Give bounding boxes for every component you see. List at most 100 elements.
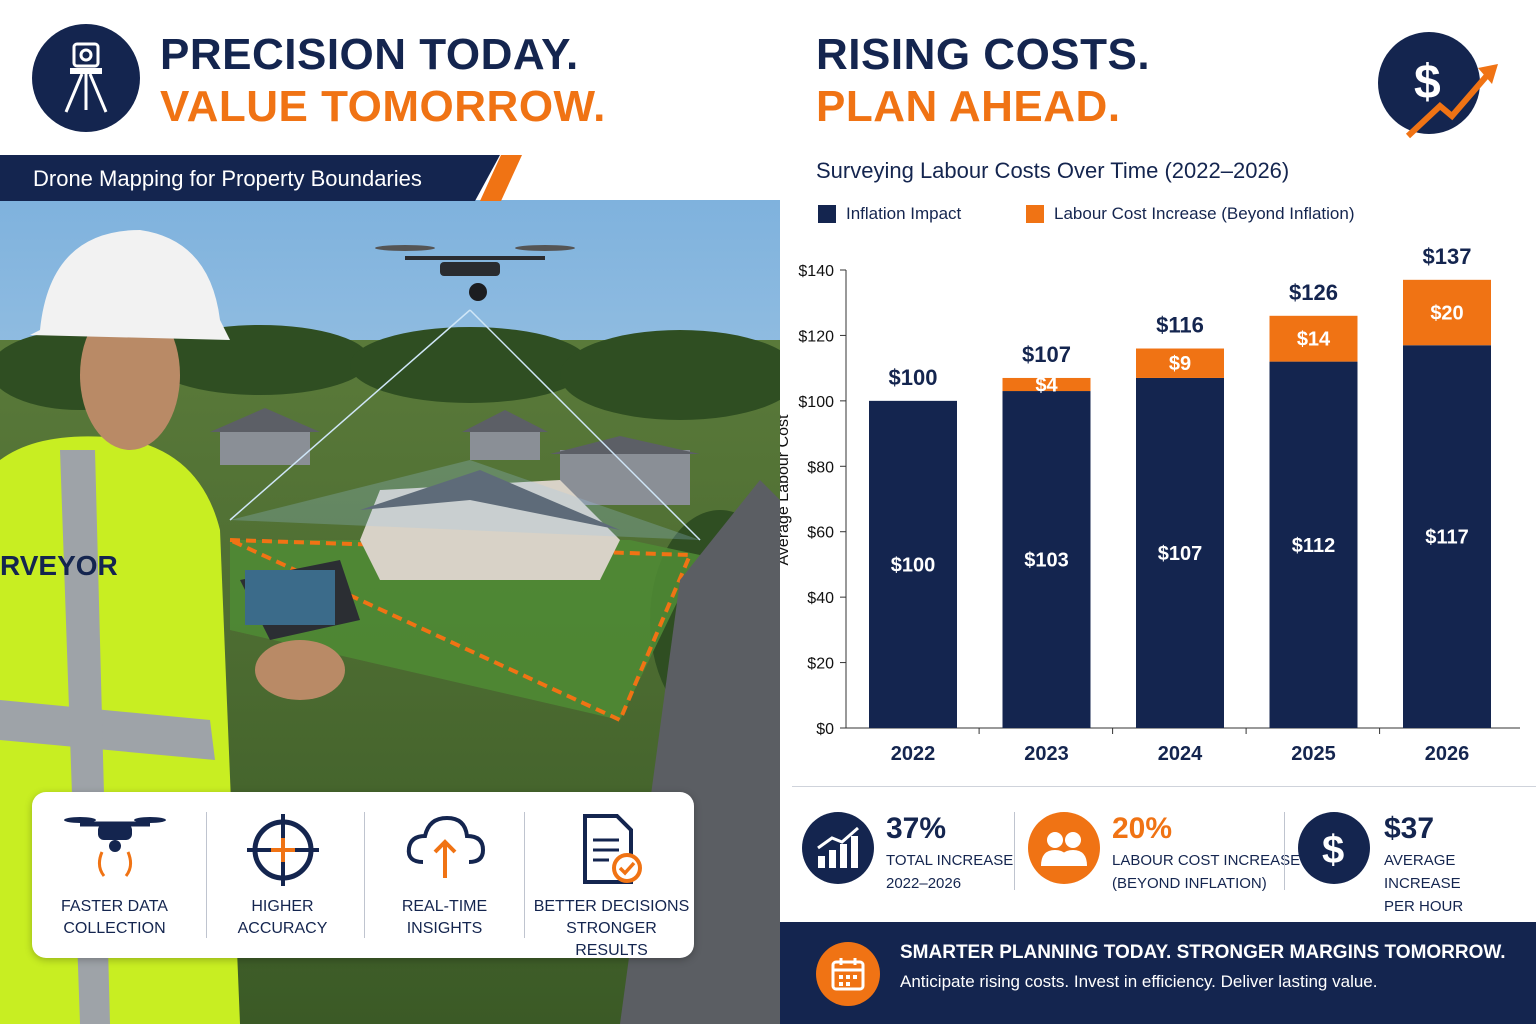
feature-faster-data: FASTER DATA COLLECTION xyxy=(32,792,197,958)
feature-divider xyxy=(206,812,207,938)
feature-1-line2: COLLECTION xyxy=(63,920,166,937)
feature-insights: REAL-TIME INSIGHTS xyxy=(362,792,527,958)
chart-title: Surveying Labour Costs Over Time (2022–2… xyxy=(816,158,1290,183)
right-headline-2: PLAN AHEAD. xyxy=(816,82,1121,131)
feature-accuracy: HIGHER ACCURACY xyxy=(200,792,365,958)
left-headline-1: PRECISION TODAY. xyxy=(160,30,579,79)
vest-text: RVEYOR xyxy=(0,550,118,581)
dollar-icon: $ xyxy=(1322,828,1344,871)
bar-labour-2024 xyxy=(1136,348,1224,378)
label-inflation-2025: $112 xyxy=(1292,535,1335,557)
subtitle-ribbon xyxy=(0,155,500,201)
label-labour-2024: $9 xyxy=(1169,353,1191,375)
label-labour-2025: $14 xyxy=(1297,329,1331,351)
label-total-2026: $137 xyxy=(1423,244,1472,269)
stat-hourly-line2: PER HOUR xyxy=(1384,898,1464,915)
calendar-icon xyxy=(831,958,865,991)
svg-text:$: $ xyxy=(1414,56,1441,109)
category-label-2024: 2024 xyxy=(1158,743,1203,765)
bar-labour-2026 xyxy=(1403,279,1491,346)
footer-title: SMARTER PLANNING TODAY. STRONGER MARGINS… xyxy=(900,942,1506,963)
bar-inflation-2026 xyxy=(1403,345,1491,728)
feature-2-line1: HIGHER xyxy=(251,898,314,915)
document-check-icon xyxy=(582,814,642,884)
y-tick-label: $120 xyxy=(798,328,834,345)
stat-total-label: TOTAL INCREASE 2022–2026 xyxy=(886,849,1013,895)
right-headline-1: RISING COSTS. xyxy=(816,30,1151,79)
feature-4-line2: STRONGER RESULTS xyxy=(566,920,657,959)
drone-icon xyxy=(63,817,166,877)
stat-hourly-line1: AVERAGE INCREASE xyxy=(1384,852,1461,892)
stacked-bar-chart: $0 $20 $40 $60 $80 $100 $120 $140 $100 $100 2022 $… xyxy=(780,244,1520,765)
label-labour-2026: $20 xyxy=(1430,303,1463,325)
label-inflation-2023: $103 xyxy=(1024,550,1069,572)
y-tick-label: $140 xyxy=(798,263,834,280)
stat-total-line1: TOTAL INCREASE xyxy=(886,852,1014,869)
surveyor-logo xyxy=(32,24,140,132)
svg-text:$: $ xyxy=(1322,828,1344,871)
drone-graphic xyxy=(375,245,575,301)
stats-divider-line xyxy=(792,786,1536,787)
label-inflation-2024: $107 xyxy=(1158,543,1203,565)
label-total-2024: $116 xyxy=(1156,313,1204,338)
legend-label-inflation: Inflation Impact xyxy=(846,204,962,223)
bar-inflation-2024 xyxy=(1136,377,1224,728)
y-tick-label: $80 xyxy=(807,459,834,476)
legend-label-labour: Labour Cost Increase (Beyond Inflation) xyxy=(1054,204,1355,223)
stat-hourly-label: AVERAGE INCREASE PER HOUR xyxy=(1384,849,1536,918)
y-tick-label: $20 xyxy=(807,656,834,673)
footer-calendar-circle xyxy=(816,942,880,1006)
label-total-2025: $126 xyxy=(1289,280,1338,305)
cost-logo: $ xyxy=(1378,32,1498,139)
tripod-icon xyxy=(64,42,108,113)
people-icon xyxy=(1041,832,1087,866)
stat-total-circle xyxy=(802,812,874,884)
category-label-2023: 2023 xyxy=(1024,743,1069,765)
crosshair-icon xyxy=(246,814,319,886)
bar-labour-2025 xyxy=(1269,315,1358,362)
legend-swatch-labour xyxy=(1026,205,1044,223)
bar-inflation-2023 xyxy=(1002,391,1091,728)
category-label-2025: 2025 xyxy=(1291,743,1336,765)
feature-decisions: BETTER DECISIONS STRONGER RESULTS xyxy=(529,792,694,959)
label-total-2023: $107 xyxy=(1022,342,1071,367)
label-labour-2023: $4 xyxy=(1035,375,1058,397)
footer-subtitle: Anticipate rising costs. Invest in effic… xyxy=(900,972,1378,991)
stat-hourly-value: $37 xyxy=(1384,812,1435,845)
left-headline-2: VALUE TOMORROW. xyxy=(160,82,606,131)
y-tick-label: $0 xyxy=(816,721,834,738)
stat-labour-value: 20% xyxy=(1112,812,1173,845)
stat-divider xyxy=(1014,812,1015,890)
stat-labour-line1: LABOUR COST INCREASE xyxy=(1112,852,1301,869)
category-label-2022: 2022 xyxy=(891,743,936,765)
feature-1-line1: FASTER DATA xyxy=(61,898,168,915)
feature-divider xyxy=(364,812,365,938)
left-panel: PRECISION TODAY. VALUE TOMORROW. xyxy=(0,24,780,1024)
stat-labour-label: LABOUR COST INCREASE (BEYOND INFLATION) xyxy=(1112,849,1300,895)
stat-labour-line2: (BEYOND INFLATION) xyxy=(1112,875,1267,892)
bar-labour-2023 xyxy=(1002,377,1091,392)
category-label-2026: 2026 xyxy=(1425,743,1470,765)
chart-growth-icon xyxy=(817,826,859,868)
feature-2-line2: ACCURACY xyxy=(237,920,328,937)
stat-divider xyxy=(1284,812,1285,890)
y-axis-label: Average Labour Cost xyxy=(780,414,792,565)
label-inflation-2026: $117 xyxy=(1425,527,1468,549)
ribbon-text: Drone Mapping for Property Boundaries xyxy=(33,166,422,191)
label-total-2022: $100 xyxy=(889,365,938,390)
y-tick-label: $40 xyxy=(807,590,834,607)
right-panel: RISING COSTS. PLAN AHEAD. $ Surveying La… xyxy=(780,0,1536,1024)
dollar-trend-icon: $ xyxy=(1405,56,1498,139)
y-tick-label: $100 xyxy=(798,394,834,411)
feature-3-line2: INSIGHTS xyxy=(406,920,483,937)
stat-total-value: 37% xyxy=(886,812,947,845)
legend-swatch-inflation xyxy=(818,205,836,223)
label-inflation-2022: $100 xyxy=(891,554,936,576)
feature-card: FASTER DATA COLLECTION HIGHER ACCURACY REA… xyxy=(32,792,694,959)
stat-labour-circle xyxy=(1028,812,1100,884)
bar-inflation-2022 xyxy=(869,400,957,728)
stat-hourly-circle: $ xyxy=(1298,812,1370,884)
feature-3-line1: REAL-TIME xyxy=(401,898,488,915)
feature-divider xyxy=(524,812,525,938)
footer-banner xyxy=(780,922,1536,1024)
